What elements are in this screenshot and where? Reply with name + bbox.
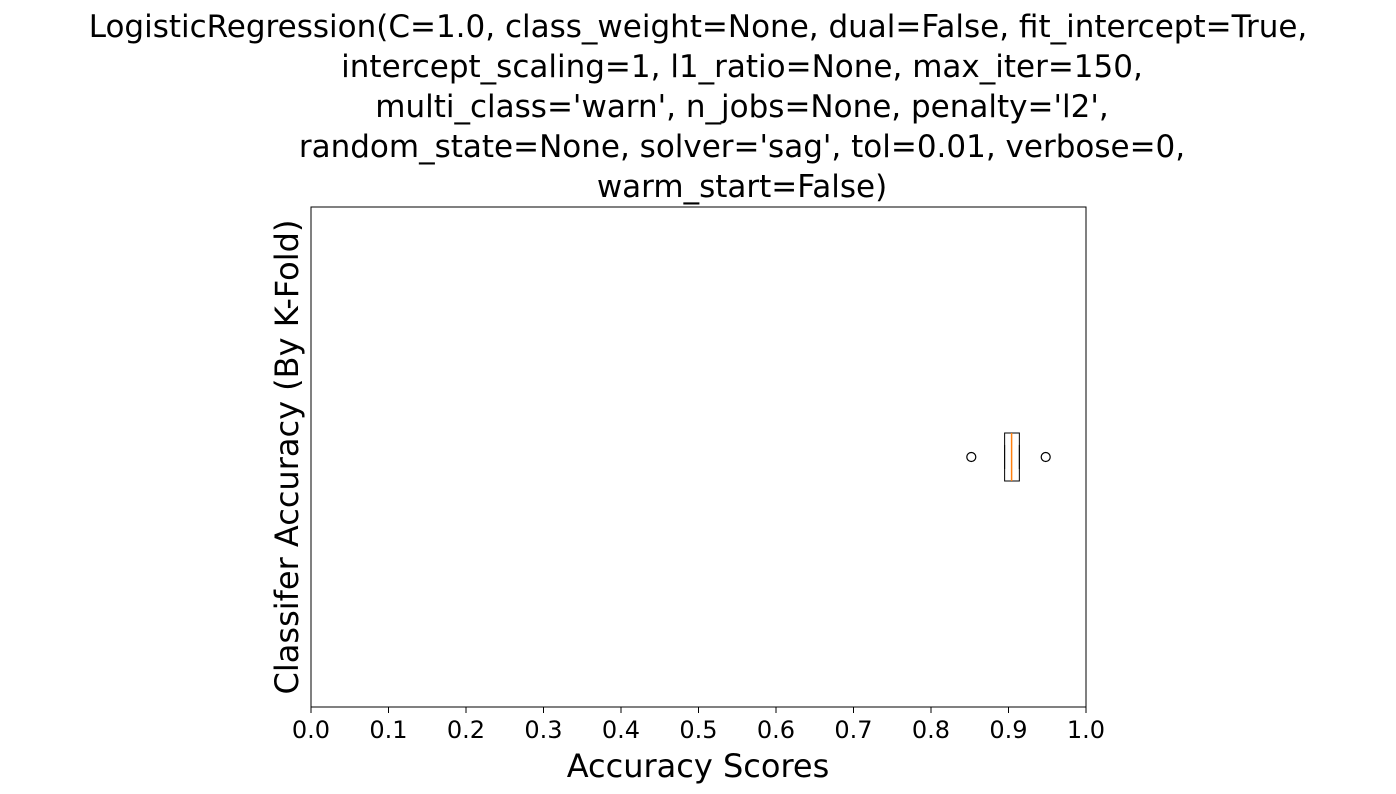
outlier-point [1040,451,1051,463]
x-tick-label: 0.0 [292,716,330,744]
x-tick-label: 0.4 [602,716,640,744]
x-tick-label: 0.9 [989,716,1027,744]
title-line-1: LogisticRegression(C=1.0, class_weight=N… [89,9,1308,45]
x-tick-label: 0.1 [369,716,407,744]
title-line-2: intercept_scaling=1, l1_ratio=None, max_… [341,49,1143,85]
x-tick-label: 0.7 [834,716,872,744]
x-tick-label: 0.6 [757,716,795,744]
x-tick-label: 0.3 [524,716,562,744]
y-axis-label: Classifer Accuracy (By K-Fold) [268,220,306,695]
title-line-5: warm_start=False) [597,169,887,205]
title-line-4: random_state=None, solver='sag', tol=0.0… [299,129,1185,165]
x-axis-label: Accuracy Scores [567,747,830,785]
chart-title: LogisticRegression(C=1.0, class_weight=N… [89,9,1308,205]
x-tick-label: 0.8 [912,716,950,744]
x-axis: 0.0 0.1 0.2 0.3 0.4 0.5 0.6 0.7 0.8 0.9 1.0 [292,707,1105,744]
x-tick-label: 1.0 [1067,716,1105,744]
outlier-point [966,451,977,463]
box-plot [966,432,1051,482]
title-line-3: multi_class='warn', n_jobs=None, penalty… [375,89,1108,125]
x-tick-label: 0.5 [679,716,717,744]
x-tick-label: 0.2 [447,716,485,744]
